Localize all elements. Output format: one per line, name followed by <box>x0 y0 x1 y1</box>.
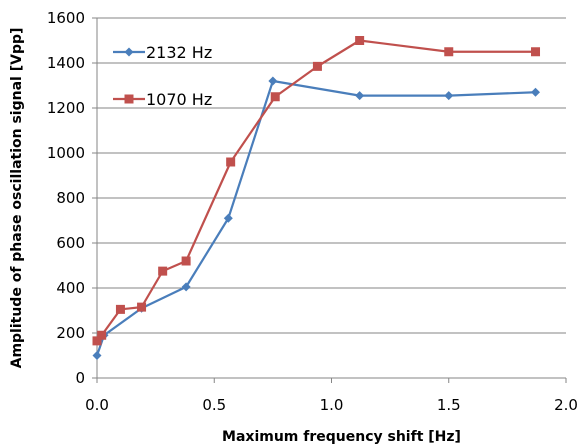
legend-label: 1070 Hz <box>146 90 212 109</box>
data-point <box>355 36 365 45</box>
data-point <box>531 87 541 97</box>
y-axis-label: Amplitude of phase oscillation signal [V… <box>9 28 25 369</box>
data-point <box>181 256 191 266</box>
x-tick-label: 0.0 <box>85 396 109 414</box>
x-tick-label: 2.0 <box>554 396 578 414</box>
legend-item: 2132 Hz <box>113 43 212 62</box>
y-tick-label: 600 <box>56 234 85 252</box>
y-tick-label: 200 <box>56 324 85 342</box>
y-tick-label: 1400 <box>47 54 85 72</box>
data-point <box>226 157 236 167</box>
y-tick-label: 1000 <box>47 144 85 162</box>
legend-swatch-marker <box>124 94 134 104</box>
data-point <box>115 304 125 314</box>
series-1 <box>92 36 541 346</box>
series-group <box>92 36 541 360</box>
data-point <box>223 213 233 223</box>
x-tick-label: 0.5 <box>202 396 226 414</box>
series-0 <box>92 76 541 360</box>
legend-label: 2132 Hz <box>146 43 212 62</box>
axes <box>92 17 567 383</box>
legend-item: 1070 Hz <box>113 90 212 109</box>
series-line <box>95 79 536 356</box>
data-point <box>137 302 147 312</box>
x-axis-label: Maximum frequency shift [Hz] <box>222 429 461 445</box>
data-point <box>444 91 454 101</box>
legend-swatch-marker <box>124 47 134 57</box>
data-point <box>444 47 454 57</box>
data-point <box>92 336 102 346</box>
data-point <box>268 76 278 86</box>
data-point <box>270 92 280 102</box>
data-point <box>181 282 191 292</box>
data-point <box>97 330 107 340</box>
y-tick-label: 1200 <box>47 99 85 117</box>
data-point <box>531 47 541 57</box>
y-tick-label: 400 <box>56 279 85 297</box>
y-tick-labels: 0 200 400 600 800 1000 1200 1400 1600 <box>47 9 85 387</box>
x-tick-label: 1.5 <box>437 396 461 414</box>
data-point <box>355 91 365 101</box>
x-tick-labels: 0.0 0.5 1.0 1.5 2.0 <box>85 396 578 414</box>
series-line <box>96 39 536 342</box>
x-tick-label: 1.0 <box>320 396 344 414</box>
data-point <box>158 266 168 276</box>
y-tick-label: 800 <box>56 189 85 207</box>
legend: 2132 Hz 1070 Hz <box>113 43 212 109</box>
data-point <box>92 351 102 360</box>
data-point <box>312 61 322 71</box>
y-tick-label: 1600 <box>47 9 85 27</box>
gridlines <box>97 17 566 379</box>
y-tick-label: 0 <box>75 369 85 387</box>
